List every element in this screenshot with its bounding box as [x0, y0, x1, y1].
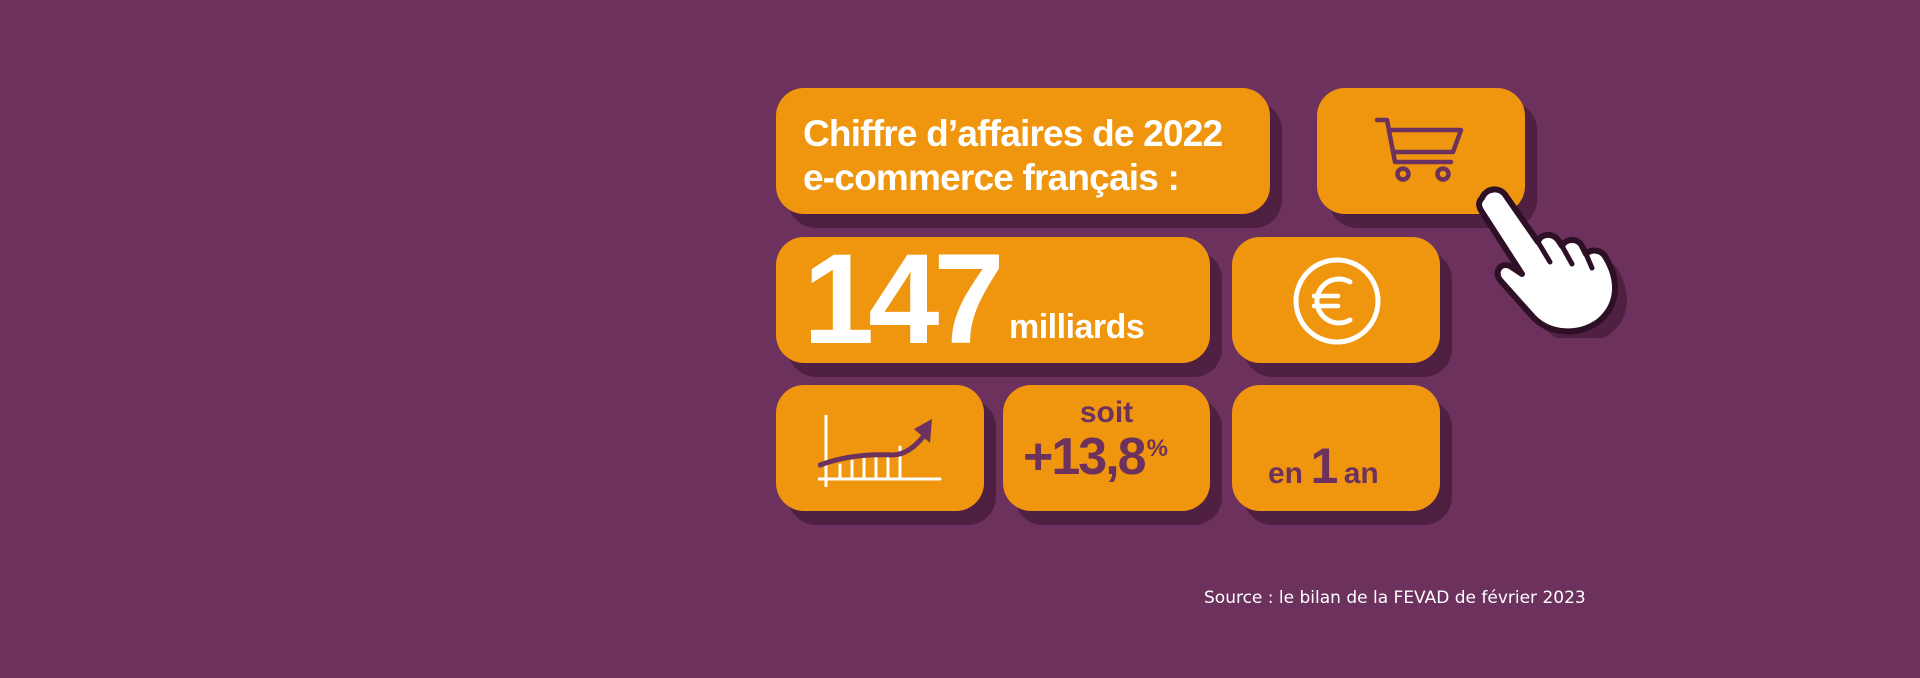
source-note: Source : le bilan de la FEVAD de février… — [1204, 588, 1586, 608]
euro-tile — [1232, 237, 1440, 363]
growth-chart-tile — [776, 385, 984, 511]
period-word-1: en — [1268, 457, 1304, 490]
growth-chart-icon — [818, 415, 942, 487]
period-tile: en 1 an — [1232, 385, 1440, 511]
pointing-hand-icon — [1476, 186, 1628, 338]
headline-line-1: Chiffre d’affaires de 2022 — [803, 113, 1223, 154]
euro-icon — [1293, 257, 1381, 345]
headline-line-2: e-commerce français : — [803, 157, 1180, 198]
revenue-unit: milliards — [1009, 308, 1145, 346]
cart-tile — [1317, 88, 1525, 214]
period-word-2: an — [1343, 457, 1379, 490]
period-number: 1 — [1310, 438, 1338, 494]
headline-tile: Chiffre d’affaires de 2022 e-commerce fr… — [776, 88, 1270, 214]
growth-prefix: soit — [1079, 396, 1134, 429]
revenue-tile: 147 milliards — [776, 228, 1210, 371]
shopping-cart-icon — [1374, 117, 1464, 182]
growth-percent-sign: % — [1146, 435, 1168, 462]
growth-tile: soit +13,8% — [1003, 385, 1210, 511]
growth-value: +13,8 — [1023, 428, 1147, 486]
revenue-amount: 147 — [803, 228, 1005, 371]
